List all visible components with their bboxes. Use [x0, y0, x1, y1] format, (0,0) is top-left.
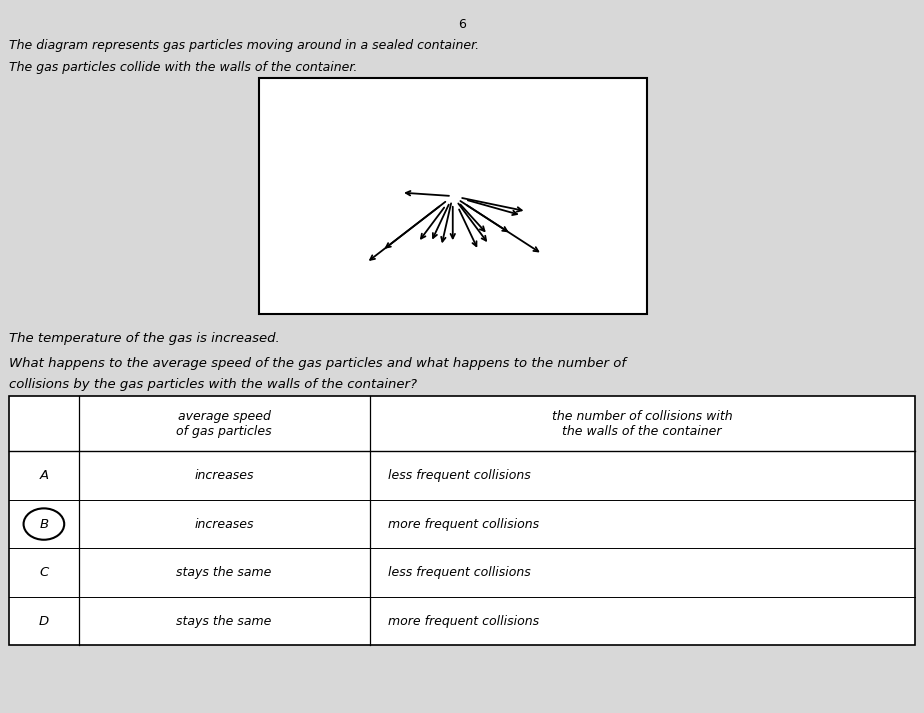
Text: C: C: [39, 566, 49, 579]
Text: D: D: [39, 615, 49, 627]
Text: The temperature of the gas is increased.: The temperature of the gas is increased.: [9, 332, 280, 344]
Text: stays the same: stays the same: [176, 566, 272, 579]
Text: more frequent collisions: more frequent collisions: [388, 615, 540, 627]
Text: increases: increases: [194, 518, 254, 530]
Text: the number of collisions with
the walls of the container: the number of collisions with the walls …: [552, 409, 733, 438]
Text: B: B: [40, 518, 48, 530]
Text: The gas particles collide with the walls of the container.: The gas particles collide with the walls…: [9, 61, 358, 73]
Text: What happens to the average speed of the gas particles and what happens to the n: What happens to the average speed of the…: [9, 356, 626, 369]
Bar: [9, 396, 915, 645]
Text: less frequent collisions: less frequent collisions: [388, 469, 530, 482]
Text: average speed
of gas particles: average speed of gas particles: [176, 409, 272, 438]
Bar: [259, 78, 647, 314]
Text: increases: increases: [194, 469, 254, 482]
Text: A: A: [40, 469, 48, 482]
Text: stays the same: stays the same: [176, 615, 272, 627]
Text: The diagram represents gas particles moving around in a sealed container.: The diagram represents gas particles mov…: [9, 39, 480, 52]
Text: 6: 6: [458, 18, 466, 31]
Text: collisions by the gas particles with the walls of the container?: collisions by the gas particles with the…: [9, 378, 418, 391]
Text: less frequent collisions: less frequent collisions: [388, 566, 530, 579]
Text: more frequent collisions: more frequent collisions: [388, 518, 540, 530]
